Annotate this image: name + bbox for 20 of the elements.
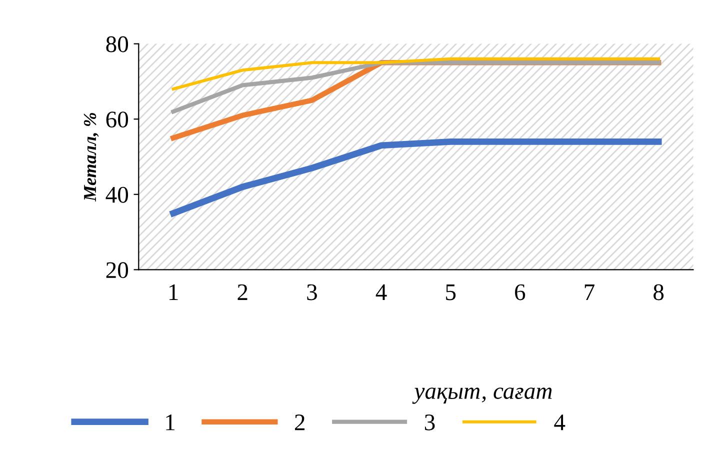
legend-label: 1 — [166, 414, 175, 430]
x-tick-label: 5 — [446, 284, 456, 300]
x-tick-label: 3 — [307, 284, 317, 300]
x-tick-label: 7 — [584, 284, 594, 300]
y-tick-label: 80 — [106, 36, 128, 52]
x-tick-label: 1 — [169, 284, 178, 300]
x-tick-label: 4 — [376, 284, 387, 300]
x-tick-label: 8 — [654, 284, 664, 300]
legend-label: 2 — [295, 414, 304, 430]
y-tick-label: 20 — [106, 262, 128, 278]
legend-label: 4 — [554, 414, 566, 430]
legend-label: 3 — [424, 414, 435, 430]
x-tick-label: 6 — [515, 284, 526, 300]
x-axis-title: уақыт, сағат — [412, 388, 552, 404]
line-series — [172, 57, 660, 91]
y-tick-label: 60 — [106, 112, 128, 128]
x-tick-label: 2 — [238, 284, 248, 300]
y-tick-label: 40 — [106, 186, 128, 203]
line-series — [171, 60, 661, 114]
y-axis-title: Металл, % — [84, 113, 99, 202]
